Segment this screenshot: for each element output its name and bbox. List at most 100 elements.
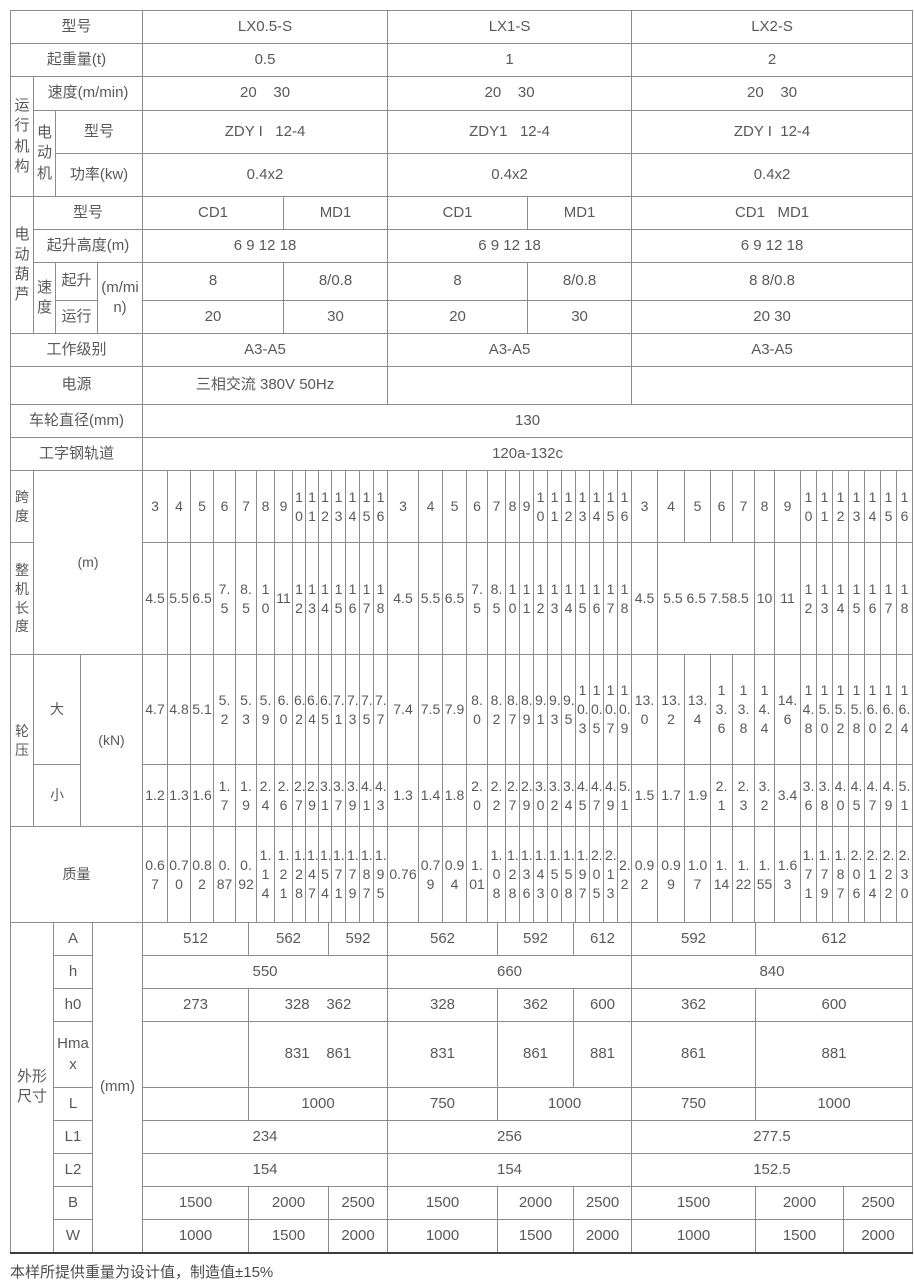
cell-Hmax-lx1-2: 861 [497,1021,574,1088]
value-cell: 11 [305,470,319,543]
value-cell: 10 [754,542,775,655]
value-cell: 15 [603,470,618,543]
value-cell: 13.0 [631,654,658,765]
value-cell: 1.6 [190,764,214,827]
value-cell: 1.28 [505,826,520,923]
value-cell: 3.8 [816,764,833,827]
row-dim-L2: L2 154 154 152.5 [11,1153,913,1187]
cell-L-lx1-1: 750 [387,1087,498,1121]
value-cell: 4.9 [880,764,897,827]
value-cell: 8.9 [519,654,534,765]
value-cell: 8.5 [235,542,257,655]
value-cell: 4 [418,470,443,543]
row-dim-h: h 550 660 840 [11,955,913,989]
value-cell: 1.3 [167,764,191,827]
value-cell: 4.3 [373,764,388,827]
value-cell: 9 [519,470,534,543]
value-cell: 3 [387,470,419,543]
value-cell: 13.4 [684,654,711,765]
value-cell: 0.87 [213,826,236,923]
value-cell: 4.5 [142,542,168,655]
value-cell: 9 [774,470,801,543]
row-load-min: 小 1.2 1.3 1.6 1.7 1.9 2.4 2.6 2.7 2.9 3.1 3.7 3.9 4.… [11,764,913,827]
cell-W-lx05-3: 2000 [328,1219,388,1253]
value-cell: 0.92 [235,826,257,923]
cell-travel-run-lx05-cd1: 20 [142,300,285,334]
value-cell: 9 [274,470,293,543]
value-cell: 17 [880,542,897,655]
value-cell: 1.07 [684,826,711,923]
value-cell: 1.22 [732,826,755,923]
label-duty: 工作级别 [9,333,144,367]
cell-lift-height-lx1: 6 9 12 18 [387,229,633,263]
value-cell: 12 [318,470,332,543]
label-dims-group: 外形尺寸 [10,922,54,1253]
value-cell: 10 [800,470,817,543]
value-cell: 4.9 [603,764,618,827]
value-cell: 1.14 [710,826,733,923]
value-cell: 7 [487,470,506,543]
value-cell: 1.87 [832,826,849,923]
cell-duty-lx2: A3-A5 [631,333,914,367]
value-cell: 15.2 [832,654,849,765]
value-cell: 1.50 [547,826,562,923]
spec-table: 型号 LX0.5-S LX1-S LX2-S 起重量(t) 0.5 1 2 运行… [9,10,914,471]
cell-B-lx05-1: 1500 [142,1186,249,1220]
value-cell: 4.5 [575,764,590,827]
cell-speed-lx05: 20 30 [142,76,389,111]
value-cell: 3.0 [533,764,548,827]
value-cell: 13 [331,470,346,543]
value-cell: 1.58 [561,826,576,923]
value-cell: 12 [561,470,576,543]
cell-travel-run-lx2: 20 30 [631,300,914,334]
row-wheel-dia: 车轮直径(mm) 130 [9,404,914,438]
value-cell: 1.08 [487,826,506,923]
value-cell: 4.0 [832,764,849,827]
value-cell: 5.1 [896,764,913,827]
value-cell: 10 [256,542,275,655]
value-cell: 5.1 [617,764,632,827]
value-cell: 15 [880,470,897,543]
cell-h0-lx2-2: 600 [755,988,913,1022]
cell-hoist-model-lx1-cd1: CD1 [387,196,529,230]
label-lift-height: 起升高度(m) [32,229,144,263]
value-cell: 1.7 [213,764,236,827]
value-cell: 1.01 [466,826,488,923]
cell-capacity-lx1: 1 [387,43,633,77]
cell-L1-lx05: 234 [142,1120,388,1154]
cell-lift-height-lx2: 6 9 12 18 [631,229,914,263]
cell-h0-lx05-1: 273 [142,988,249,1022]
value-cell: 2.2 [487,764,506,827]
value-cell: 10.9 [617,654,632,765]
label-speed-unit: (m/min) [96,262,144,334]
value-cell: 16 [864,542,881,655]
value-cell: 1.55 [754,826,775,923]
label-wheel-dia: 车轮直径(mm) [9,404,144,438]
cell-W-lx2-3: 2000 [843,1219,913,1253]
label-dim-B: B [53,1186,93,1220]
value-cell: 5.9 [256,654,275,765]
value-cell: 10 [533,470,548,543]
value-cell: 3.2 [547,764,562,827]
value-cell: 1.71 [331,826,346,923]
value-cell: 0.79 [418,826,443,923]
value-cell: 0.99 [657,826,685,923]
value-cell: 13.8 [732,654,755,765]
row-load-max: 轮压 大 (kN) 4.7 4.8 5.1 5.2 5.3 5.9 6.0 6.2 6.4 6.5… [10,654,913,827]
cell-L2-lx2: 152.5 [631,1153,913,1187]
value-cell: 18 [373,542,388,655]
value-cell: 6.0 [274,654,293,765]
value-cell: 3 [142,470,168,543]
cell-wheel-dia: 130 [142,404,914,438]
value-cell: 10 [292,470,306,543]
value-cell: 1.36 [519,826,534,923]
cell-model-lx1: LX1-S [387,10,633,44]
cell-lift-speed-lx05-cd1: 8 [142,262,285,301]
cell-rail: 120a-132c [142,437,914,471]
value-cell: 2.05 [589,826,604,923]
value-cell: 14.6 [774,654,801,765]
row-dim-h0: h0 273 328 362 328 362 600 362 600 [11,988,913,1022]
value-cell: 14 [589,470,604,543]
value-cell: 11 [274,542,293,655]
cell-hoist-model-lx05-md1: MD1 [283,196,389,230]
